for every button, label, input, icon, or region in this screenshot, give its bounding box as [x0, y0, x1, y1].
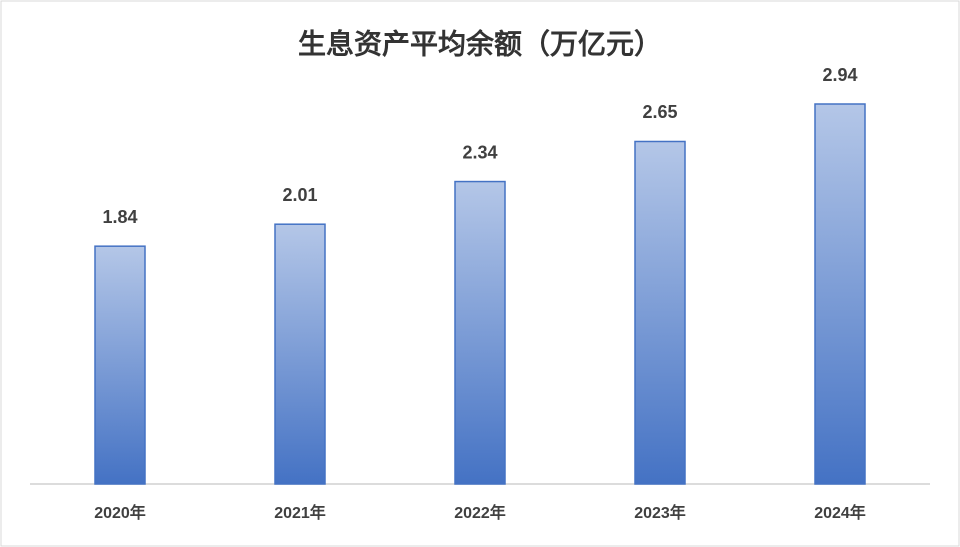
x-tick-label: 2022年 [454, 503, 506, 522]
bar [634, 140, 686, 485]
data-label: 2.65 [642, 102, 677, 122]
bar [454, 180, 506, 485]
x-tick-label: 2021年 [274, 503, 326, 522]
x-tick-label: 2020年 [94, 503, 146, 522]
x-tick-label: 2024年 [814, 503, 866, 522]
bar [94, 245, 146, 485]
x-tick-label: 2023年 [634, 503, 686, 522]
data-label: 2.94 [822, 65, 857, 85]
chart-title: 生息资产平均余额（万亿元） [298, 27, 662, 59]
bar [274, 223, 326, 485]
data-label: 2.34 [462, 142, 497, 162]
bar [814, 103, 866, 485]
data-label: 2.01 [282, 185, 317, 205]
data-label: 1.84 [102, 207, 137, 227]
